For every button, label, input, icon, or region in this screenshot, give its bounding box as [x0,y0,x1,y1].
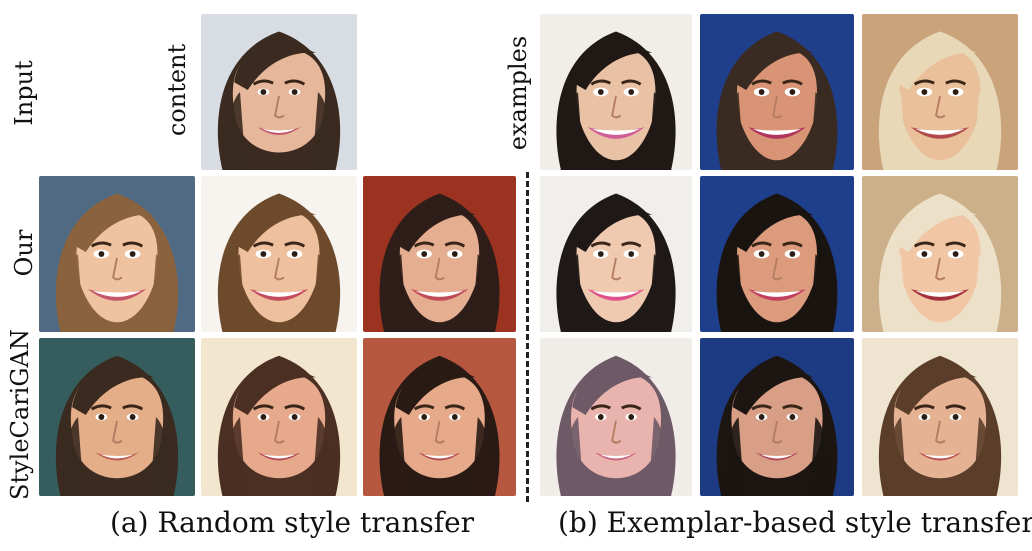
portrait-cari-random-1 [39,338,195,496]
portrait-content [201,14,357,170]
row-label-baseline: StyleCariGAN [6,329,34,500]
portrait-cari-random-3 [363,338,516,496]
portrait-cari-random-2 [201,338,357,496]
caption-exemplar: (b) Exemplar-based style transfer [558,506,1032,539]
row-label-ours: Our [10,229,38,277]
column-label-content: content [163,43,191,137]
portrait-ours-random-2 [201,176,357,332]
portrait-ours-exemplar-2 [700,176,854,332]
portrait-example-3 [862,14,1018,170]
portrait-ours-random-3 [363,176,516,332]
portrait-example-1 [540,14,692,170]
portrait-ours-exemplar-1 [540,176,692,332]
section-divider [526,172,529,502]
portrait-example-2 [700,14,854,170]
portrait-cari-exemplar-2 [700,338,854,496]
portrait-cari-exemplar-1 [540,338,692,496]
row-label-input: Input [10,60,38,126]
portrait-cari-exemplar-3 [862,338,1018,496]
column-label-examples: examples [504,35,532,151]
portrait-ours-random-1 [39,176,195,332]
caption-random: (a) Random style transfer [110,506,475,539]
portrait-ours-exemplar-3 [862,176,1018,332]
